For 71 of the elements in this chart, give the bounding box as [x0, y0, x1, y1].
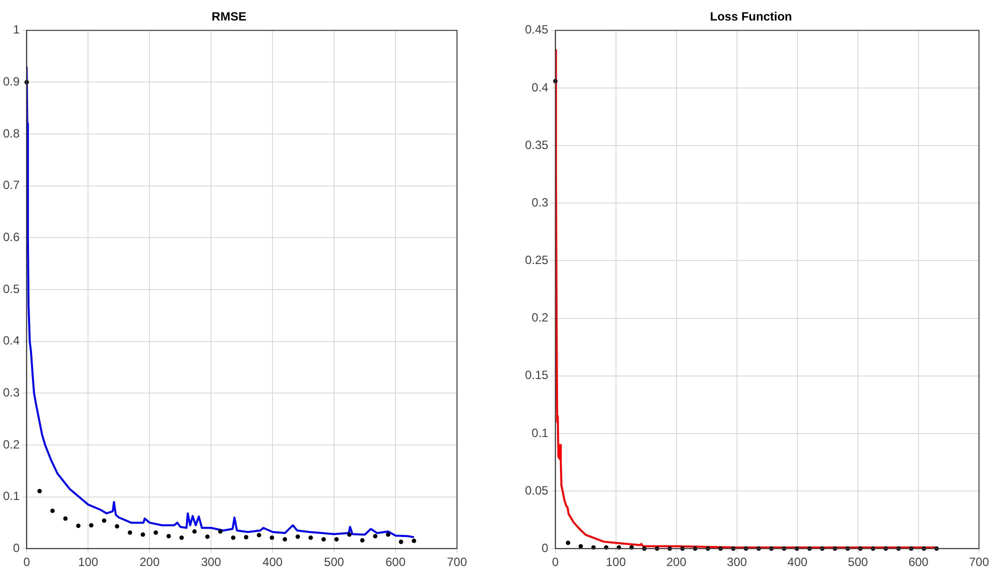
point: [76, 524, 81, 528]
point: [334, 537, 339, 542]
x-tick-label: 400: [262, 555, 283, 570]
point: [231, 536, 236, 540]
y-tick-label: 0.1: [2, 489, 20, 504]
point: [179, 536, 184, 540]
point: [218, 529, 223, 534]
x-tick-label: 500: [324, 555, 344, 570]
point: [192, 529, 197, 534]
point: [205, 534, 210, 539]
point: [386, 532, 390, 537]
x-tick-label: 600: [386, 555, 406, 570]
x-tick-label: 600: [908, 555, 929, 570]
point: [360, 538, 365, 543]
y-tick-label: 0.3: [2, 385, 20, 400]
y-tick-label: 0.2: [532, 310, 549, 325]
y-tick-label: 0.15: [524, 368, 549, 382]
y-tick-label: 0.5: [2, 282, 20, 296]
x-tick-label: 700: [968, 555, 990, 570]
point: [102, 518, 106, 523]
point: [412, 538, 416, 544]
point: [128, 530, 132, 535]
y-tick-label: 0.1: [532, 426, 549, 440]
point: [89, 523, 94, 528]
point: [566, 540, 570, 546]
x-tick-label: 0: [23, 555, 30, 570]
x-tick-label: 100: [606, 555, 626, 570]
point: [63, 516, 68, 521]
x-tick-label: 400: [787, 555, 808, 570]
y-tick-label: 0.8: [2, 126, 20, 140]
point: [282, 537, 288, 542]
point: [398, 540, 404, 544]
point: [256, 532, 262, 538]
point: [296, 534, 300, 539]
point: [166, 534, 171, 538]
x-tick-label: 100: [78, 555, 98, 570]
y-tick-label: 0.45: [524, 22, 549, 37]
y-tick-label: 0.6: [2, 230, 20, 244]
y-tick-label: 0.4: [532, 80, 549, 94]
point: [373, 534, 378, 538]
point: [308, 536, 313, 540]
point: [50, 508, 55, 513]
chart-title: Loss Function: [710, 10, 792, 24]
y-tick-label: 0.35: [524, 138, 549, 152]
point: [270, 536, 274, 540]
point: [154, 530, 158, 535]
x-tick-label: 200: [666, 555, 687, 570]
point: [140, 532, 146, 537]
y-tick-label: 0.7: [2, 178, 20, 192]
y-tick-label: 0.25: [524, 253, 549, 268]
y-tick-label: 1: [12, 22, 20, 37]
y-tick-label: 0: [12, 540, 20, 555]
y-tick-label: 0.05: [524, 483, 549, 498]
point: [37, 488, 42, 494]
y-tick-label: 0.3: [532, 195, 549, 210]
x-tick-label: 300: [201, 555, 222, 570]
y-tick-label: 0.9: [2, 74, 20, 89]
point: [114, 524, 120, 529]
y-tick-label: 0.4: [2, 334, 20, 348]
y-tick-label: 0.2: [2, 437, 20, 452]
y-tick-label: 0: [542, 540, 549, 555]
point: [347, 532, 352, 537]
point: [578, 544, 583, 548]
x-tick-label: 0: [552, 555, 560, 570]
point: [244, 535, 248, 540]
x-tick-label: 200: [140, 555, 160, 570]
x-tick-label: 500: [848, 555, 868, 570]
x-tick-label: 700: [446, 555, 468, 570]
chart-title: RMSE: [212, 10, 246, 24]
point: [321, 537, 326, 542]
x-tick-label: 300: [726, 555, 748, 570]
